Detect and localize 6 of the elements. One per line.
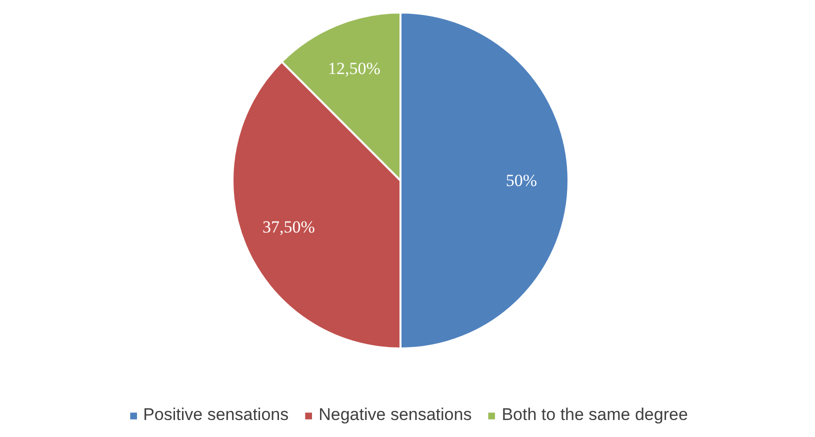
data-label: 50% bbox=[506, 171, 538, 190]
legend-label: Negative sensations bbox=[318, 405, 472, 425]
legend-label: Both to the same degree bbox=[502, 405, 688, 425]
data-label: 37,50% bbox=[262, 217, 315, 236]
data-label: 12,50% bbox=[328, 59, 380, 78]
legend-label: Positive sensations bbox=[143, 405, 289, 425]
